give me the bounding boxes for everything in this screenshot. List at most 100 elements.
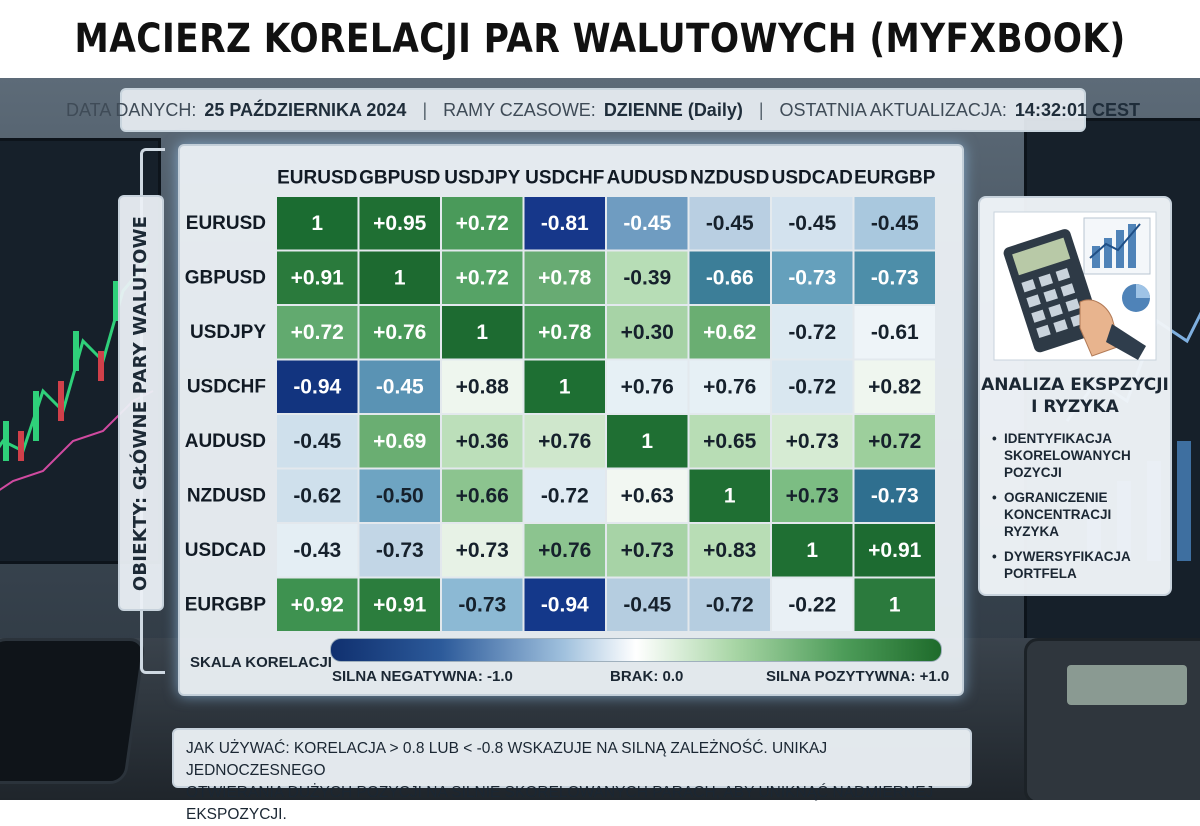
column-header-usdjpy: USDJPY	[444, 168, 520, 189]
heatmap-cell-usdjpy-usdcad	[772, 306, 853, 359]
heatmap-cell-nzdusd-nzdusd	[689, 469, 770, 522]
cell-value-label: -0.73	[871, 484, 919, 507]
heatmap-cell-gbpusd-usdjpy	[442, 251, 523, 304]
cell-value-label: -0.61	[871, 321, 919, 344]
heatmap-cell-usdcad-eurusd	[277, 524, 358, 577]
heatmap-cell-gbpusd-audusd	[607, 251, 688, 304]
cell-value-label: 1	[394, 266, 406, 289]
info-bar: DATA DANYCH: 25 PAŹDZIERNIKA 2024 | RAMY…	[66, 88, 1140, 132]
heatmap-cell-gbpusd-nzdusd	[689, 251, 770, 304]
title-band: MACIERZ KORELACJI PAR WALUTOWYCH (MYFXBO…	[0, 0, 1200, 78]
heatmap-cell-audusd-eurgbp	[854, 415, 935, 468]
side-panel-title: ANALIZA EKSPZYCJI I RYZYKA	[980, 374, 1170, 418]
cell-value-label: +0.78	[538, 321, 591, 344]
cell-value-label: -0.73	[376, 539, 424, 562]
heatmap-cell-eurgbp-eurgbp	[854, 578, 935, 631]
heatmap-cell-gbpusd-eurusd	[277, 251, 358, 304]
cell-value-label: +0.72	[291, 321, 344, 344]
heatmap-cell-gbpusd-usdchf	[524, 251, 605, 304]
heatmap-cell-eurusd-audusd	[607, 197, 688, 250]
cell-value-label: +0.73	[456, 539, 509, 562]
cell-value-label: 1	[476, 321, 488, 344]
heatmap-cell-eurgbp-eurusd	[277, 578, 358, 631]
heatmap-cell-audusd-usdcad	[772, 415, 853, 468]
cell-value-label: 1	[641, 430, 653, 453]
list-item: DYWERSYFIKACJA PORTFELA	[992, 548, 1164, 582]
heatmap-cell-eurgbp-usdcad	[772, 578, 853, 631]
row-header-audusd: AUDUSD	[185, 431, 266, 452]
heatmap-cell-eurgbp-usdchf	[524, 578, 605, 631]
cell-value-label: -0.39	[623, 266, 671, 289]
correlation-heatmap: EURUSD GBPUSD USDJPY USDCHF AUDUSD NZDUSD USDC…	[185, 168, 936, 631]
scale-positive-label: SILNA POZYTYWNA: +1.0	[766, 668, 950, 685]
column-header-nzdusd: NZDUSD	[690, 168, 769, 189]
cell-value-label: -0.22	[788, 593, 836, 616]
last-update-label: OSTATNIA AKTUALIZACJA:	[779, 99, 1007, 120]
heatmap-cell-audusd-usdjpy	[442, 415, 523, 468]
scale-negative-label: SILNA NEGATYWNA: -1.0	[332, 668, 513, 685]
cell-value-label: +0.72	[868, 430, 921, 453]
cell-value-label: +0.63	[621, 484, 674, 507]
cell-value-label: -0.45	[623, 593, 671, 616]
cell-value-label: +0.65	[703, 430, 756, 453]
heatmap-cell-eurusd-nzdusd	[689, 197, 770, 250]
heatmap-cell-eurusd-eurgbp	[854, 197, 935, 250]
separator: |	[758, 99, 764, 120]
page-title: MACIERZ KORELACJI PAR WALUTOWYCH (MYFXBO…	[74, 16, 1126, 62]
cell-value-label: -0.43	[293, 539, 341, 562]
cell-value-label: +0.73	[786, 430, 839, 453]
cell-value-label: -0.45	[623, 212, 671, 235]
heatmap-cell-usdcad-nzdusd	[689, 524, 770, 577]
row-header-nzdusd: NZDUSD	[187, 485, 266, 506]
heatmap-cell-usdjpy-nzdusd	[689, 306, 770, 359]
column-header-eurgbp: EURGBP	[854, 168, 936, 189]
cell-value-label: -0.73	[788, 266, 836, 289]
timeframe-value: DZIENNE (Daily)	[603, 99, 743, 120]
cell-value-label: 1	[559, 375, 571, 398]
cell-value-label: +0.91	[868, 539, 921, 562]
cell-value-label: 1	[311, 212, 323, 235]
heatmap-cell-usdcad-gbpusd	[359, 524, 440, 577]
cell-value-label: -0.72	[541, 484, 589, 507]
side-title-line1: ANALIZA EKSPZYCJI	[981, 375, 1169, 395]
cell-value-label: +0.36	[456, 430, 509, 453]
cell-value-label: +0.72	[456, 212, 509, 235]
usage-note-line2: OTWIERANIA DUŻYCH POZYCJI NA SILNIE SKOR…	[186, 784, 934, 823]
heatmap-cell-eurusd-eurusd	[277, 197, 358, 250]
heatmap-cell-usdchf-audusd	[607, 360, 688, 413]
cell-value-label: -0.50	[376, 484, 424, 507]
heatmap-cell-nzdusd-audusd	[607, 469, 688, 522]
heatmap-cell-eurusd-gbpusd	[359, 197, 440, 250]
heatmap-cell-usdjpy-usdjpy	[442, 306, 523, 359]
cell-value-label: +0.95	[373, 212, 426, 235]
heatmap-cell-audusd-gbpusd	[359, 415, 440, 468]
cell-value-label: -0.94	[293, 375, 341, 398]
cell-value-label: +0.76	[538, 430, 591, 453]
timeframe-label: RAMY CZASOWE:	[443, 99, 596, 120]
heatmap-cell-gbpusd-gbpusd	[359, 251, 440, 304]
cell-value-label: +0.76	[373, 321, 426, 344]
axis-label-box: OBIEKTY: GŁÓWNE PARY WALUTOWE	[118, 195, 164, 611]
cell-value-label: -0.66	[706, 266, 754, 289]
cell-value-label: -0.81	[541, 212, 589, 235]
column-header-usdcad: USDCAD	[772, 168, 853, 189]
cell-value-label: +0.76	[621, 375, 674, 398]
cell-value-label: +0.73	[786, 484, 839, 507]
cell-value-label: +0.91	[373, 593, 426, 616]
heatmap-cell-usdchf-usdcad	[772, 360, 853, 413]
cell-value-label: +0.92	[291, 593, 344, 616]
heatmap-cell-usdchf-usdchf	[524, 360, 605, 413]
risk-analysis-panel: ANALIZA EKSPZYCJI I RYZYKA IDENTYFIKACJA…	[978, 196, 1172, 596]
cell-value-label: -0.94	[541, 593, 589, 616]
scale-title: SKALA KORELACJI	[190, 654, 332, 671]
heatmap-cell-usdjpy-eurgbp	[854, 306, 935, 359]
heatmap-cell-eurgbp-gbpusd	[359, 578, 440, 631]
cell-value-label: +0.72	[456, 266, 509, 289]
cell-value-label: +0.76	[703, 375, 756, 398]
heatmap-cell-usdjpy-usdchf	[524, 306, 605, 359]
heatmap-cell-audusd-usdchf	[524, 415, 605, 468]
heatmap-cell-audusd-nzdusd	[689, 415, 770, 468]
heatmap-cell-usdjpy-gbpusd	[359, 306, 440, 359]
correlation-matrix-panel: EURUSD GBPUSD USDJPY USDCHF AUDUSD NZDUSD USDC…	[178, 144, 964, 696]
cell-value-label: -0.45	[293, 430, 341, 453]
